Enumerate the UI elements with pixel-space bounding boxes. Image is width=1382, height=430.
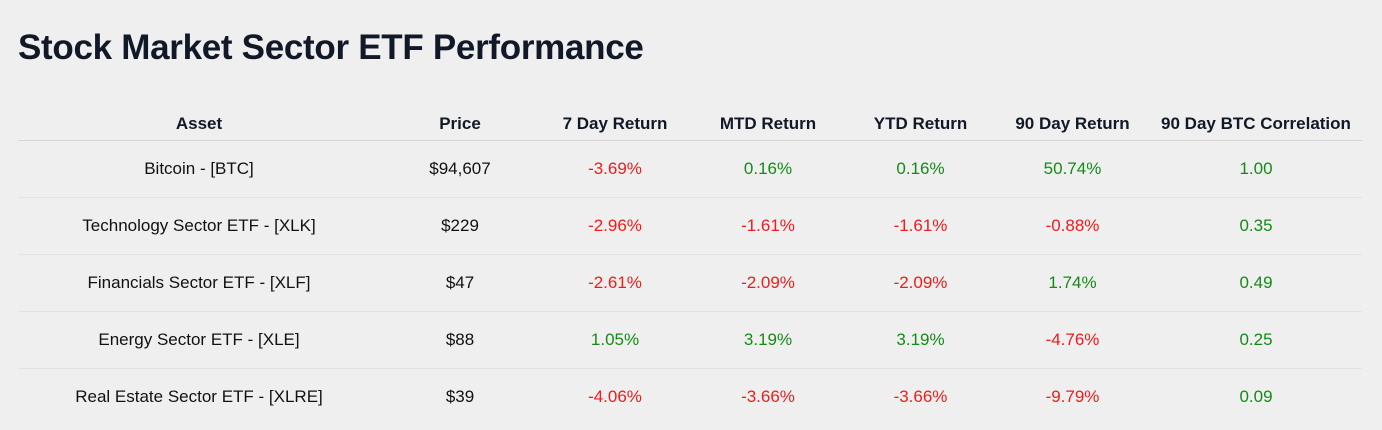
cell-price: $47 — [380, 254, 540, 312]
cell-asset: Bitcoin - [BTC] — [18, 140, 380, 198]
cell-mtd-return: -3.66% — [741, 387, 795, 406]
column-header-90day-return: 90 Day Return — [995, 107, 1150, 141]
column-header-price: Price — [380, 107, 540, 141]
column-header-ytd-return: YTD Return — [846, 107, 995, 141]
table-row: Bitcoin - [BTC] $94,607 -3.69% 0.16% 0.16% 50… — [18, 140, 1362, 198]
cell-mtd-return: 3.19% — [690, 311, 846, 369]
cell-price: $39 — [445, 387, 475, 406]
cell-price: $94,607 — [380, 140, 540, 198]
cell-btc-correlation: 0.25 — [1150, 311, 1362, 369]
cell-ytd-return: 3.19% — [846, 311, 995, 369]
cell-mtd-return: 0.16% — [690, 140, 846, 198]
cell-btc-correlation: 0.35 — [1150, 197, 1362, 255]
cell-90day-return: 1.74% — [995, 254, 1150, 312]
cell-asset: Technology Sector ETF - [XLK] — [18, 197, 380, 255]
cell-ytd-return: -1.61% — [846, 197, 995, 255]
cell-7day-return: -2.61% — [540, 254, 690, 312]
table-row: Real Estate Sector ETF - [XLRE] $39 -4.06%… — [18, 369, 1362, 426]
column-header-7day-return: 7 Day Return — [540, 107, 690, 141]
cell-ytd-return: -3.66% — [893, 387, 948, 406]
cell-7day-return: 1.05% — [540, 311, 690, 369]
cell-90day-return: -0.88% — [995, 197, 1150, 255]
cell-ytd-return: 0.16% — [846, 140, 995, 198]
cell-mtd-return: -2.09% — [690, 254, 846, 312]
cell-btc-correlation: 0.09 — [1239, 387, 1273, 406]
cell-90day-return: 50.74% — [995, 140, 1150, 198]
column-header-asset: Asset — [18, 107, 380, 141]
cell-asset: Energy Sector ETF - [XLE] — [18, 311, 380, 369]
etf-performance-table: Asset Price 7 Day Return MTD Return YTD … — [18, 107, 1362, 425]
page-title: Stock Market Sector ETF Performance — [18, 28, 644, 67]
cell-asset: Financials Sector ETF - [XLF] — [18, 254, 380, 312]
header-row: Asset Price 7 Day Return MTD Return YTD … — [18, 107, 1362, 141]
cell-90day-return: -9.79% — [1045, 387, 1100, 406]
cell-7day-return: -4.06% — [588, 387, 642, 406]
table-row: Financials Sector ETF - [XLF] $47 -2.61% -2… — [18, 254, 1362, 312]
cell-90day-return: -4.76% — [995, 311, 1150, 369]
column-header-mtd-return: MTD Return — [690, 107, 846, 141]
table-row: Energy Sector ETF - [XLE] $88 1.05% 3.19% 3.… — [18, 311, 1362, 369]
cell-ytd-return: -2.09% — [846, 254, 995, 312]
cell-mtd-return: -1.61% — [690, 197, 846, 255]
cell-asset: Real Estate Sector ETF - [XLRE] — [75, 387, 323, 406]
cell-btc-correlation: 0.49 — [1150, 254, 1362, 312]
cell-7day-return: -2.96% — [540, 197, 690, 255]
table-row: Technology Sector ETF - [XLK] $229 -2.96% -… — [18, 197, 1362, 255]
cell-price: $229 — [380, 197, 540, 255]
cell-price: $88 — [380, 311, 540, 369]
cell-7day-return: -3.69% — [540, 140, 690, 198]
cell-btc-correlation: 1.00 — [1150, 140, 1362, 198]
column-header-btc-correlation: 90 Day BTC Correlation — [1150, 107, 1362, 141]
